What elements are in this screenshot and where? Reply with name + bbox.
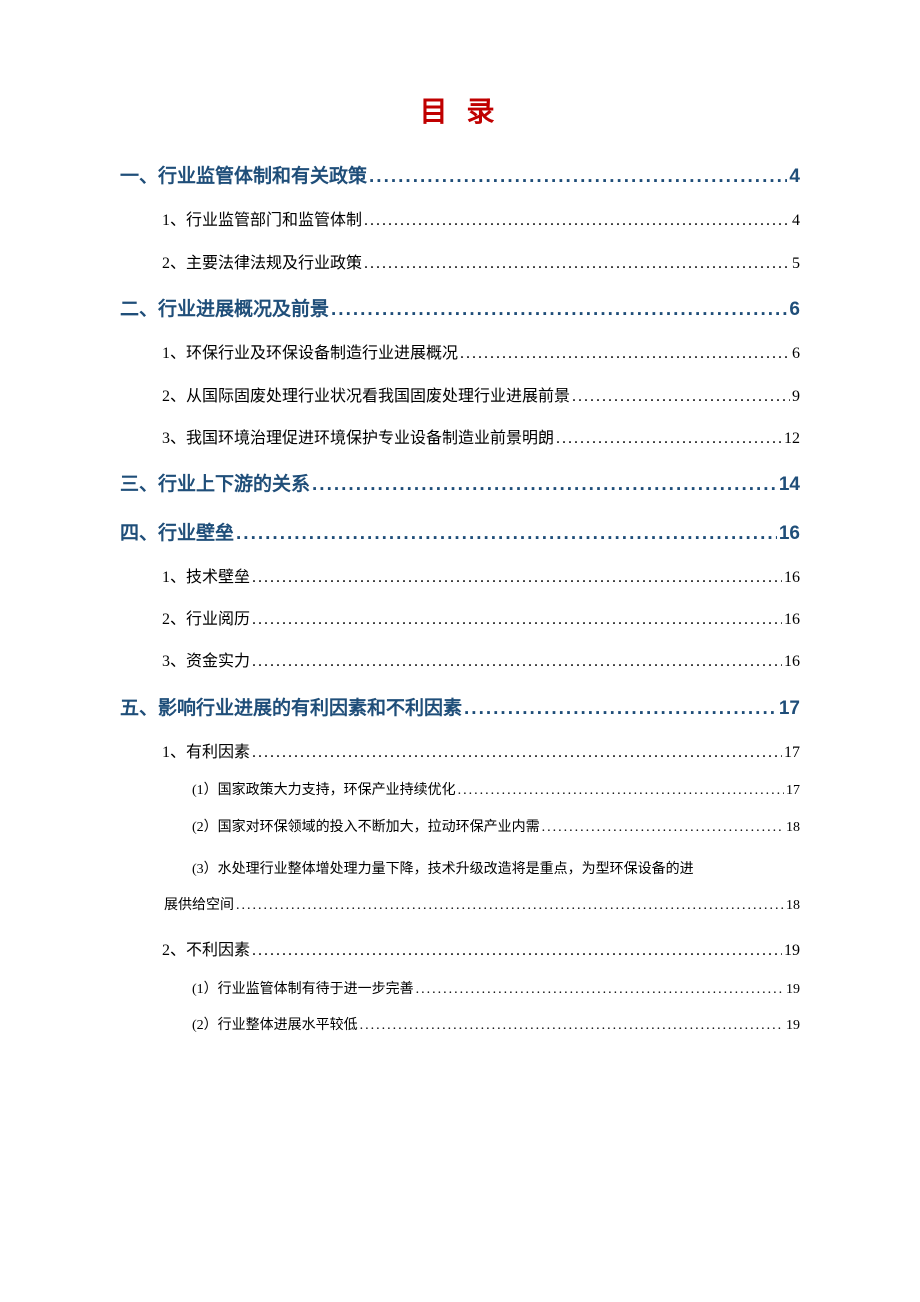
toc-entry-label: 三、行业上下游的关系 (120, 468, 310, 502)
toc-entry-level1[interactable]: 二、行业进展概况及前景 6 (120, 293, 800, 327)
toc-entry-page: 9 (792, 382, 800, 412)
toc-leader-dots (369, 160, 787, 194)
toc-entry-label: (2）行业整体进展水平较低 (192, 1013, 358, 1040)
toc-entry-level2[interactable]: 2、主要法律法规及行业政策 5 (162, 249, 800, 279)
toc-leader-dots (252, 563, 782, 593)
toc-entry-level2[interactable]: 2、从国际固废处理行业状况看我国固废处理行业进展前景 9 (162, 382, 800, 412)
toc-entry-label: 1、技术壁垒 (162, 563, 250, 593)
toc-entry-level2[interactable]: 2、不利因素 19 (162, 936, 800, 966)
toc-entry-level1[interactable]: 五、影响行业进展的有利因素和不利因素 17 (120, 692, 800, 726)
toc-entry-label: (1）行业监管体制有待于进一步完善 (192, 977, 414, 1004)
table-of-contents: 一、行业监管体制和有关政策 4 1、行业监管部门和监管体制 4 2、主要法律法规及行业政… (120, 160, 800, 1040)
toc-entry-page: 16 (784, 605, 800, 635)
toc-title: 目 录 (120, 90, 800, 130)
toc-entry-level2[interactable]: 1、有利因素 17 (162, 738, 800, 768)
toc-entry-label: 四、行业壁垒 (120, 517, 234, 551)
toc-leader-dots (312, 468, 777, 502)
toc-entry-page: 4 (792, 206, 800, 236)
toc-entry-label: 二、行业进展概况及前景 (120, 293, 329, 327)
toc-entry-label: 2、行业阅历 (162, 605, 250, 635)
toc-entry-level2[interactable]: 1、环保行业及环保设备制造行业进展概况 6 (162, 339, 800, 369)
toc-entry-page: 16 (784, 647, 800, 677)
toc-entry-label: (1）国家政策大力支持，环保产业持续优化 (192, 778, 456, 805)
toc-entry-label: 1、行业监管部门和监管体制 (162, 206, 362, 236)
toc-leader-dots (236, 888, 784, 924)
toc-leader-dots (572, 382, 790, 412)
toc-entry-continuation: 展供给空间 18 (164, 888, 800, 924)
toc-entry-level2[interactable]: 1、技术壁垒 16 (162, 563, 800, 593)
toc-entry-page: 5 (792, 249, 800, 279)
toc-leader-dots (416, 977, 784, 1004)
toc-entry-level2[interactable]: 3、资金实力 16 (162, 647, 800, 677)
toc-entry-page: 18 (786, 888, 800, 924)
toc-entry-page: 14 (779, 468, 800, 502)
toc-entry-page: 4 (789, 160, 800, 194)
toc-entry-label: 2、不利因素 (162, 936, 250, 966)
toc-entry-page: 6 (789, 293, 800, 327)
toc-entry-label: 2、主要法律法规及行业政策 (162, 249, 362, 279)
toc-entry-level3[interactable]: (1）国家政策大力支持，环保产业持续优化 17 (192, 778, 800, 805)
toc-entry-page: 6 (792, 339, 800, 369)
toc-entry-label: 展供给空间 (164, 888, 234, 924)
toc-entry-page: 17 (784, 738, 800, 768)
toc-leader-dots (364, 206, 790, 236)
toc-leader-dots (464, 692, 777, 726)
toc-entry-level1[interactable]: 三、行业上下游的关系 14 (120, 468, 800, 502)
toc-entry-label: 五、影响行业进展的有利因素和不利因素 (120, 692, 462, 726)
toc-entry-label: 2、从国际固废处理行业状况看我国固废处理行业进展前景 (162, 382, 570, 412)
toc-entry-page: 19 (786, 977, 800, 1004)
toc-leader-dots (556, 424, 782, 454)
toc-entry-label: 一、行业监管体制和有关政策 (120, 160, 367, 194)
toc-leader-dots (364, 249, 790, 279)
toc-entry-level2[interactable]: 3、我国环境治理促进环境保护专业设备制造业前景明朗 12 (162, 424, 800, 454)
toc-entry-label: (2）国家对环保领域的投入不断加大，拉动环保产业内需 (192, 815, 540, 842)
toc-entry-label: 1、环保行业及环保设备制造行业进展概况 (162, 339, 458, 369)
toc-leader-dots (252, 738, 782, 768)
toc-entry-level1[interactable]: 一、行业监管体制和有关政策 4 (120, 160, 800, 194)
toc-entry-page: 12 (784, 424, 800, 454)
toc-entry-page: 16 (779, 517, 800, 551)
toc-entry-page: 17 (779, 692, 800, 726)
toc-entry-level3[interactable]: (2）行业整体进展水平较低 19 (192, 1013, 800, 1040)
toc-entry-label: (3）水处理行业整体增处理力量下降，技术升级改造将是重点，为型环保设备的进 (192, 852, 800, 888)
toc-entry-level3-multiline[interactable]: (3）水处理行业整体增处理力量下降，技术升级改造将是重点，为型环保设备的进展供给… (192, 852, 800, 925)
toc-leader-dots (252, 605, 782, 635)
toc-entry-page: 16 (784, 563, 800, 593)
toc-entry-label: 3、资金实力 (162, 647, 250, 677)
toc-entry-page: 18 (786, 815, 800, 842)
toc-entry-page: 17 (786, 778, 800, 805)
toc-entry-level3[interactable]: (1）行业监管体制有待于进一步完善 19 (192, 977, 800, 1004)
toc-entry-level1[interactable]: 四、行业壁垒 16 (120, 517, 800, 551)
toc-leader-dots (460, 339, 790, 369)
toc-entry-level2[interactable]: 2、行业阅历 16 (162, 605, 800, 635)
toc-leader-dots (236, 517, 777, 551)
toc-leader-dots (252, 647, 782, 677)
toc-leader-dots (360, 1013, 784, 1040)
toc-entry-label: 3、我国环境治理促进环境保护专业设备制造业前景明朗 (162, 424, 554, 454)
toc-leader-dots (542, 815, 784, 842)
toc-entry-page: 19 (784, 936, 800, 966)
toc-entry-level3[interactable]: (2）国家对环保领域的投入不断加大，拉动环保产业内需 18 (192, 815, 800, 842)
toc-entry-level2[interactable]: 1、行业监管部门和监管体制 4 (162, 206, 800, 236)
toc-leader-dots (458, 778, 784, 805)
toc-leader-dots (331, 293, 787, 327)
toc-entry-label: 1、有利因素 (162, 738, 250, 768)
toc-entry-page: 19 (786, 1013, 800, 1040)
toc-leader-dots (252, 936, 782, 966)
